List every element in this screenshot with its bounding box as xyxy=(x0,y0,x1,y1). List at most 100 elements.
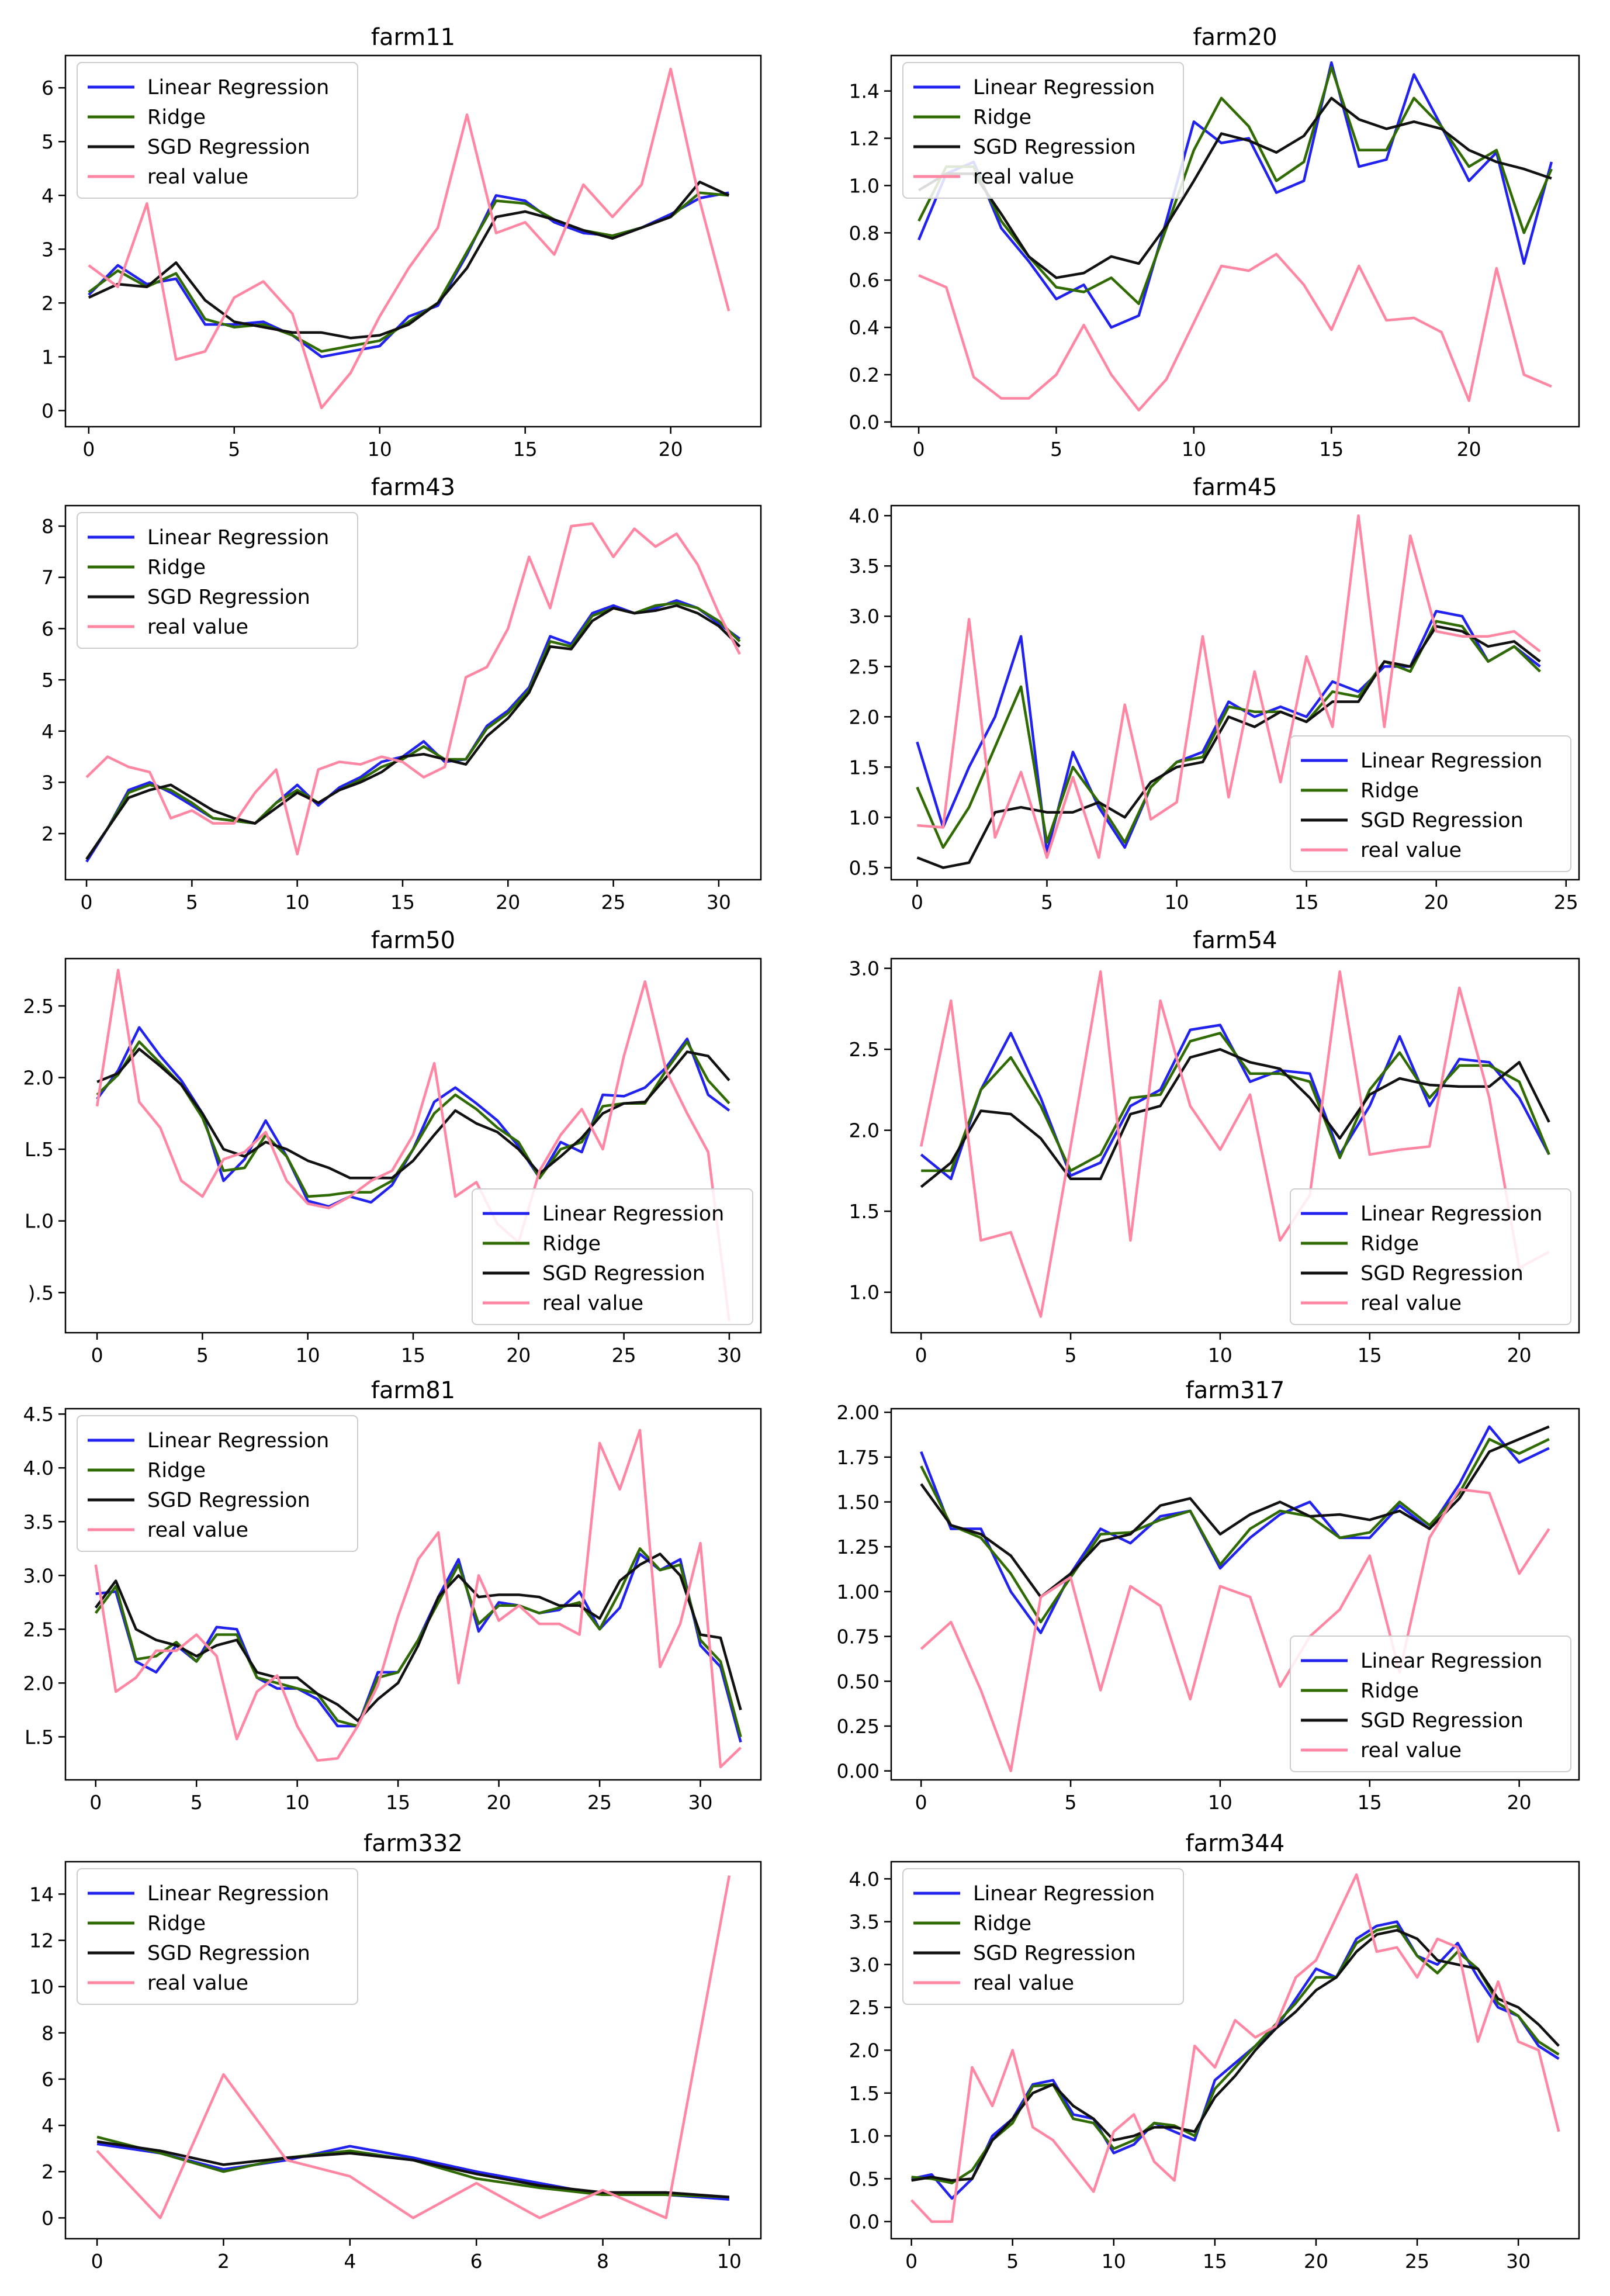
y-tick-label: 1.0 xyxy=(849,1281,880,1304)
plot-frame xyxy=(890,957,1580,1334)
series-line-real-value xyxy=(96,1875,731,2219)
y-tick-label: 1.50 xyxy=(837,1491,880,1514)
series-line-real-value xyxy=(85,522,741,856)
x-tick-label: 25 xyxy=(601,891,626,914)
y-tick-label: 2.5 xyxy=(849,1996,880,2019)
x-tick-label: 15 xyxy=(390,891,415,914)
legend-box xyxy=(77,1868,358,2005)
y-tick-label: 4.0 xyxy=(23,1457,54,1479)
x-tick-label: 30 xyxy=(688,1791,713,1814)
plot-frame xyxy=(890,504,1580,881)
x-tick-label: 5 xyxy=(228,438,240,461)
chart-title: farm81 xyxy=(371,1377,455,1404)
y-tick-label: 0.4 xyxy=(849,316,880,339)
y-tick-label: 2 xyxy=(41,2160,54,2183)
legend-label-linear-regression: Linear Regression xyxy=(1360,749,1542,773)
x-tick-label: 15 xyxy=(386,1791,410,1814)
legend: Linear Regression Ridge SGD Regression real… xyxy=(77,512,358,649)
x-tick-label: 15 xyxy=(1203,2250,1227,2273)
x-tick-label: 5 xyxy=(1050,438,1062,461)
y-tick-label: 6 xyxy=(41,77,54,99)
y-tick-label: 0.25 xyxy=(837,1715,880,1738)
chart-farm45: farm45 0 5 10 15 20 25 0.5 1.0 1.5 2.0 2.5 3.0 3.5 4.0… xyxy=(849,474,1580,914)
y-tick-label: 2.5 xyxy=(23,1618,54,1641)
y-tick-label: 7 xyxy=(41,566,54,589)
legend: Linear Regression Ridge SGD Regression real… xyxy=(902,62,1184,199)
x-tick-label: 0 xyxy=(91,1344,103,1367)
legend-label-ridge: Ridge xyxy=(147,556,206,579)
legend-label-real-value: real value xyxy=(542,1292,643,1315)
chart-title: farm45 xyxy=(1193,474,1277,501)
legend-box xyxy=(77,512,358,649)
y-tick-label: 0 xyxy=(41,2207,54,2229)
y-tick-label: 8 xyxy=(41,2022,54,2045)
chart-farm344: farm344 0 5 10 15 20 25 30 0.0 0.5 1.0 1.5 2.0 2.5 3.0… xyxy=(849,1830,1580,2273)
legend-label-sgd-regression: SGD Regression xyxy=(147,136,310,159)
legend-label-sgd-regression: SGD Regression xyxy=(147,586,310,609)
chart-farm317: farm317 0 5 10 15 20 0.00 0.25 0.50 0.75 1.00 1.25 1… xyxy=(837,1377,1580,1814)
y-tick-label: 1.25 xyxy=(837,1536,880,1558)
plot-frame xyxy=(890,1408,1580,1781)
legend-label-ridge: Ridge xyxy=(973,1912,1031,1935)
y-tick-label: 0.00 xyxy=(837,1760,880,1783)
chart-title: farm43 xyxy=(371,474,455,501)
legend-box xyxy=(1290,1635,1571,1772)
x-tick-label: 25 xyxy=(1405,2250,1429,2273)
chart-title: farm344 xyxy=(1186,1830,1285,1857)
legend-label-ridge: Ridge xyxy=(147,1912,206,1935)
series-line-linear-regression xyxy=(920,1425,1550,1634)
legend-label-linear-regression: Linear Regression xyxy=(147,526,329,549)
y-tick-label: 0.75 xyxy=(837,1626,880,1648)
x-tick-label: 5 xyxy=(1065,1791,1077,1814)
series-line-real-value xyxy=(919,970,1550,1318)
y-tick-label: 2.5 xyxy=(23,995,54,1018)
legend-label-real-value: real value xyxy=(1360,839,1462,862)
series-line-ridge xyxy=(920,1437,1550,1624)
x-tick-label: 5 xyxy=(1006,2250,1019,2273)
legend-label-linear-regression: Linear Regression xyxy=(973,76,1155,99)
chart-title: farm11 xyxy=(371,24,455,51)
x-tick-label: 0 xyxy=(915,1791,927,1814)
y-tick-label: 3.0 xyxy=(23,1564,54,1587)
legend-label-sgd-regression: SGD Regression xyxy=(1360,1262,1524,1285)
y-tick-label: 1.5 xyxy=(849,756,880,779)
legend-label-real-value: real value xyxy=(973,165,1074,189)
chart-title: farm20 xyxy=(1193,24,1277,51)
y-tick-label: 0.0 xyxy=(849,2211,880,2233)
y-tick-label: 1.5 xyxy=(849,1200,880,1223)
series-line-ridge xyxy=(921,1032,1550,1173)
y-tick-label: 1.2 xyxy=(849,127,880,150)
series-line-sgd-regression xyxy=(96,2140,730,2199)
x-tick-label: 30 xyxy=(717,1344,742,1367)
x-tick-label: 6 xyxy=(470,2250,483,2273)
plot-frame xyxy=(64,54,762,428)
x-tick-label: 0 xyxy=(915,1344,927,1367)
x-tick-label: 15 xyxy=(401,1344,425,1367)
chart-title: farm317 xyxy=(1186,1377,1285,1404)
legend-label-real-value: real value xyxy=(1360,1292,1462,1315)
y-tick-label: 5 xyxy=(41,669,54,691)
legend-label-linear-regression: Linear Regression xyxy=(147,1882,329,1906)
y-tick-label: 3.5 xyxy=(849,1911,880,1934)
chart-farm81: farm81 0 5 10 15 20 25 30 L.5 2.0 2.5 3.0 3.5 4.0 4.5 L… xyxy=(23,1377,762,1814)
legend-label-real-value: real value xyxy=(147,1519,248,1542)
series-line-sgd-regression xyxy=(917,96,1552,279)
x-tick-label: 0 xyxy=(91,2250,103,2273)
legend-label-sgd-regression: SGD Regression xyxy=(973,1942,1136,1965)
legend: Linear Regression Ridge SGD Regression real… xyxy=(77,1868,358,2005)
y-tick-label: 0.6 xyxy=(849,269,880,292)
x-tick-label: 0 xyxy=(82,438,95,461)
y-tick-label: L.0 xyxy=(25,1210,54,1233)
legend: Linear Regression Ridge SGD Regression real… xyxy=(472,1188,753,1325)
x-tick-label: 20 xyxy=(487,1791,511,1814)
y-tick-label: 10 xyxy=(29,1976,54,1998)
y-tick-label: ).5 xyxy=(28,1281,54,1304)
chart-farm11: farm11 0 5 10 15 20 0 1 2 3 4 5 6 Linear Regression Ri… xyxy=(41,24,762,461)
x-tick-label: 5 xyxy=(1041,891,1053,914)
x-tick-label: 10 xyxy=(1165,891,1189,914)
y-tick-label: 3 xyxy=(41,771,54,794)
series-line-sgd-regression xyxy=(94,1552,742,1723)
x-tick-label: 2 xyxy=(217,2250,230,2273)
x-tick-label: 10 xyxy=(368,438,392,461)
series-line-real-value xyxy=(95,969,731,1322)
